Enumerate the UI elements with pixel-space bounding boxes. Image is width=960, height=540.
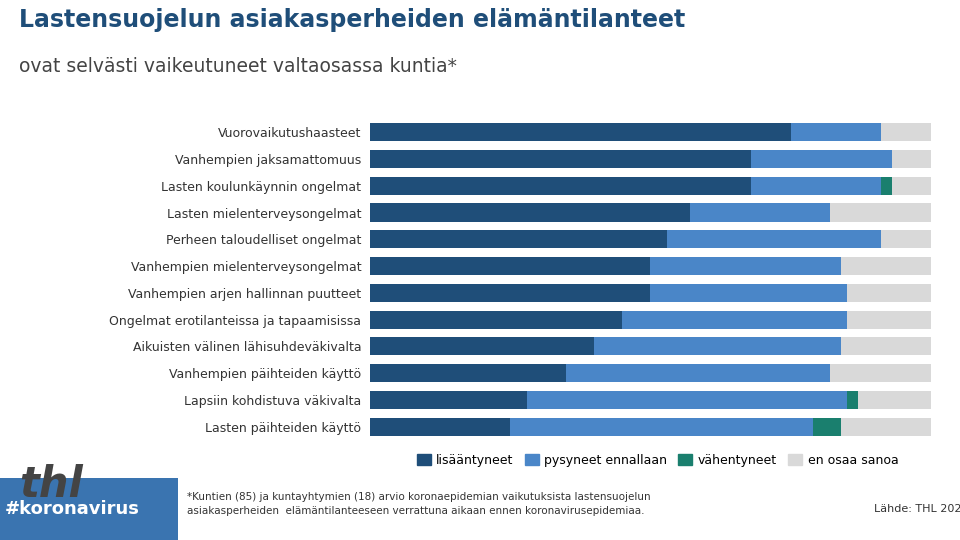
Bar <box>830 204 931 221</box>
Bar <box>370 364 566 382</box>
Bar <box>847 310 931 329</box>
Bar <box>651 284 847 302</box>
Bar <box>370 310 622 329</box>
Bar <box>841 417 931 436</box>
Bar <box>791 123 880 141</box>
Bar <box>370 204 689 221</box>
Bar <box>880 230 931 248</box>
Bar <box>847 391 858 409</box>
Bar <box>858 391 931 409</box>
Bar <box>594 338 841 355</box>
Bar <box>370 230 667 248</box>
Bar <box>370 177 752 195</box>
Text: Lähde: THL 2021: Lähde: THL 2021 <box>874 504 960 514</box>
FancyBboxPatch shape <box>178 478 960 540</box>
Bar <box>830 364 931 382</box>
Bar <box>370 150 752 168</box>
Bar <box>566 364 830 382</box>
Bar <box>622 310 847 329</box>
Bar <box>370 123 791 141</box>
Bar <box>880 123 931 141</box>
Bar <box>752 177 880 195</box>
Bar <box>527 391 847 409</box>
Text: ovat selvästi vaikeutuneet valtaosassa kuntia*: ovat selvästi vaikeutuneet valtaosassa k… <box>19 57 457 76</box>
Bar <box>813 417 841 436</box>
Text: #koronavirus: #koronavirus <box>5 500 139 518</box>
Text: thl: thl <box>19 464 83 507</box>
Bar <box>667 230 880 248</box>
Text: *Kuntien (85) ja kuntayhtymien (18) arvio koronaepidemian vaikutuksista lastensu: *Kuntien (85) ja kuntayhtymien (18) arvi… <box>187 492 651 516</box>
Bar <box>847 284 931 302</box>
FancyBboxPatch shape <box>0 478 178 540</box>
Bar <box>370 391 527 409</box>
Bar <box>892 177 931 195</box>
Bar <box>370 257 651 275</box>
Bar <box>841 338 931 355</box>
Bar <box>689 204 830 221</box>
Bar <box>370 417 510 436</box>
Bar <box>841 257 931 275</box>
Bar <box>370 338 594 355</box>
Bar <box>510 417 813 436</box>
Bar <box>880 177 892 195</box>
Bar <box>752 150 892 168</box>
Text: Lastensuojelun asiakasperheiden elämäntilanteet: Lastensuojelun asiakasperheiden elämänti… <box>19 8 685 32</box>
Legend: lisääntyneet, pysyneet ennallaan, vähentyneet, en osaa sanoa: lisääntyneet, pysyneet ennallaan, vähent… <box>412 449 903 471</box>
Bar <box>892 150 931 168</box>
Bar <box>370 284 651 302</box>
Bar <box>651 257 841 275</box>
